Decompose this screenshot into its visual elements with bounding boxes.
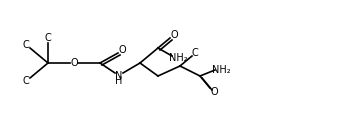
Text: C: C bbox=[192, 48, 198, 58]
Text: O: O bbox=[70, 58, 78, 68]
Text: C: C bbox=[23, 76, 29, 86]
Text: O: O bbox=[210, 87, 218, 97]
Text: O: O bbox=[170, 30, 178, 40]
Text: NH₂: NH₂ bbox=[169, 53, 187, 63]
Text: C: C bbox=[45, 33, 52, 43]
Text: C: C bbox=[23, 40, 29, 50]
Text: N: N bbox=[115, 71, 123, 81]
Text: NH₂: NH₂ bbox=[212, 65, 230, 75]
Text: O: O bbox=[118, 45, 126, 55]
Text: H: H bbox=[115, 76, 123, 86]
